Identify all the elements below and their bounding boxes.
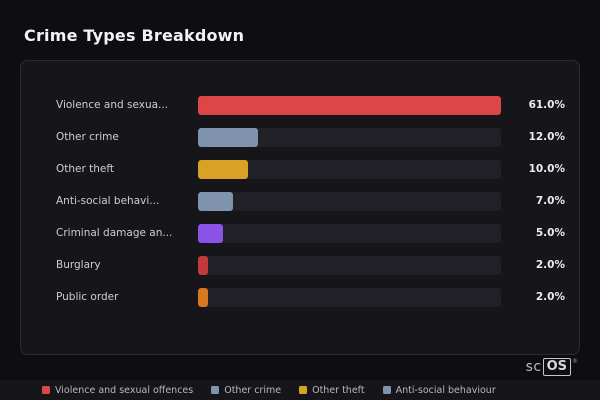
bar-value-label: 2.0%	[535, 259, 565, 271]
bar-track	[198, 223, 501, 243]
page-title: Crime Types Breakdown	[24, 26, 245, 45]
bar[interactable]	[198, 191, 233, 211]
logo-text-prefix: sc	[525, 359, 542, 375]
legend-item[interactable]: Violence and sexual offences	[42, 385, 193, 396]
chart-panel: Violence and sexua... 61.0% Other crime 12.…	[20, 60, 580, 355]
bar-track	[198, 159, 501, 179]
bar-value-label: 2.0%	[535, 291, 565, 303]
bar-category-label: Other theft	[56, 163, 115, 175]
bar[interactable]	[198, 159, 248, 179]
legend-item[interactable]: Other theft	[299, 385, 365, 396]
bar-row: Anti-social behavi... 7.0%	[56, 191, 565, 211]
bar-row: Other theft 10.0%	[56, 159, 565, 179]
legend-item[interactable]: Anti-social behaviour	[382, 384, 496, 396]
bar[interactable]	[198, 95, 501, 115]
bar-row: Burglary 2.0%	[56, 255, 565, 275]
legend-item[interactable]: Other crime	[211, 385, 281, 396]
bar-track	[198, 127, 501, 147]
bar[interactable]	[198, 223, 223, 243]
bar-track	[198, 191, 501, 211]
legend-swatch-icon	[42, 386, 50, 394]
bar-category-label: Violence and sexua...	[56, 99, 169, 111]
legend-label: Anti-social behaviour	[395, 384, 496, 396]
bar-track	[198, 95, 501, 115]
chart-legend: Violence and sexual offences Other crime O…	[0, 380, 600, 400]
bar-category-label: Other crime	[56, 131, 119, 143]
legend-label: Other theft	[312, 384, 365, 396]
bar[interactable]	[198, 255, 208, 275]
legend-swatch-icon	[299, 386, 308, 394]
legend-label: Other crime	[224, 384, 282, 396]
bar-track	[198, 255, 501, 275]
bar-rows: Violence and sexua... 61.0% Other crime 12.…	[56, 95, 565, 307]
bar-value-label: 61.0%	[528, 99, 565, 111]
bar-value-label: 10.0%	[528, 163, 565, 175]
scos-logo: sc OS ®	[526, 358, 578, 376]
bar-row: Public order 2.0%	[56, 287, 565, 307]
bar[interactable]	[198, 287, 208, 307]
logo-text-box: OS	[542, 358, 571, 376]
registered-mark: ®	[572, 358, 578, 365]
bar-value-label: 7.0%	[535, 195, 565, 207]
bar-row: Criminal damage an... 5.0%	[56, 223, 565, 243]
bar-value-label: 5.0%	[535, 227, 565, 239]
bar[interactable]	[198, 127, 258, 147]
legend-label: Violence and sexual offences	[55, 384, 194, 396]
bar-category-label: Anti-social behavi...	[56, 195, 160, 207]
bar-row: Other crime 12.0%	[56, 127, 565, 147]
legend-swatch-icon	[382, 386, 391, 394]
bar-track	[198, 287, 501, 307]
legend-swatch-icon	[211, 386, 220, 394]
bar-category-label: Public order	[56, 291, 119, 303]
bar-row: Violence and sexua... 61.0%	[56, 95, 565, 115]
bar-category-label: Criminal damage an...	[56, 227, 173, 239]
bar-category-label: Burglary	[56, 259, 101, 271]
bar-value-label: 12.0%	[528, 131, 565, 143]
